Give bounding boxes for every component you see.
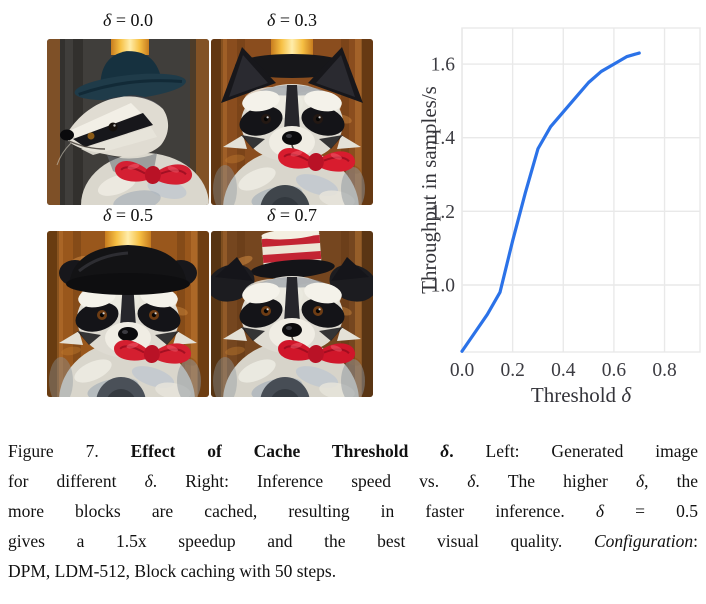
- generated-raccoon-image-delta-0.3: [211, 39, 373, 205]
- svg-text:0.6: 0.6: [602, 360, 627, 381]
- svg-text:0.2: 0.2: [500, 360, 524, 381]
- svg-text:1.4: 1.4: [431, 128, 456, 149]
- caption-line: more blocks are cached, resulting in fas…: [8, 501, 698, 521]
- svg-text:Threshold δ: Threshold δ: [531, 383, 632, 407]
- caption-line: Figure 7. Effect of Cache Threshold δ. L…: [8, 441, 698, 461]
- svg-text:1.6: 1.6: [431, 55, 456, 76]
- caption-line: gives a 1.5x speedup and the best visual…: [8, 531, 698, 551]
- svg-text:0.0: 0.0: [450, 360, 474, 381]
- figure-caption: Figure 7. Effect of Cache Threshold δ. L…: [8, 436, 698, 586]
- svg-text:0.4: 0.4: [551, 360, 576, 381]
- svg-text:1.2: 1.2: [431, 202, 455, 223]
- caption-line: DPM, LDM-512, Block caching with 50 step…: [8, 561, 337, 581]
- caption-line: for different δ. Right: Inference speed …: [8, 471, 698, 491]
- svg-text:Throughput in samples/s: Throughput in samples/s: [420, 86, 441, 294]
- panel-label-delta-0.0: δ = 0.0: [102, 10, 154, 30]
- generated-raccoon-image-delta-0.7: [211, 231, 373, 397]
- throughput-chart: 0.0 0.2 0.4 0.6 0.8 1.0 1.2 1.4 1.6 Threshold δ Th…: [417, 0, 706, 412]
- panel-label-delta-0.7: δ = 0.7: [266, 205, 318, 225]
- panel-label-delta-0.5: δ = 0.5: [102, 205, 154, 225]
- generated-raccoon-image-delta-0.0: [47, 39, 209, 205]
- svg-text:1.0: 1.0: [431, 275, 455, 296]
- throughput-line-chart: 0.0 0.2 0.4 0.6 0.8 1.0 1.2 1.4 1.6 Threshold δ Th…: [417, 27, 701, 407]
- generated-raccoon-image-delta-0.5: [47, 231, 209, 397]
- panel-label-delta-0.3: δ = 0.3: [266, 10, 318, 30]
- svg-text:0.8: 0.8: [652, 360, 676, 381]
